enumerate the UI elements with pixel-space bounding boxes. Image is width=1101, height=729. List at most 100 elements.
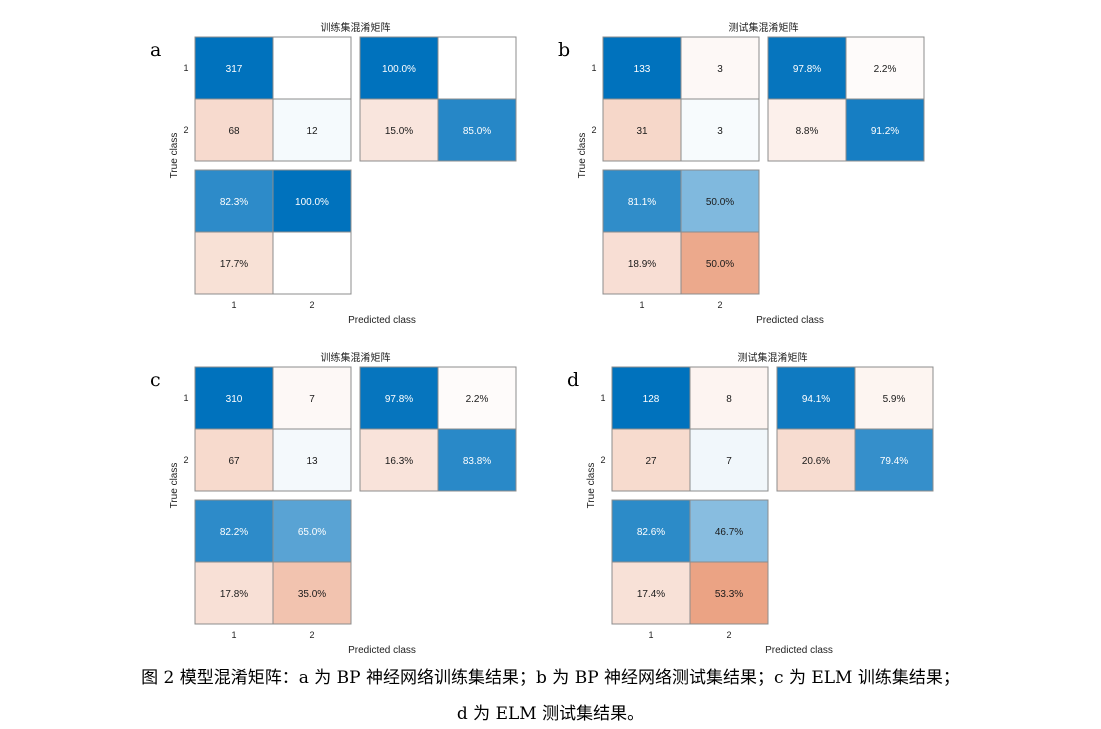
row-summary-r1c1-cell (767, 36, 847, 100)
x-tick-label: 2 (717, 300, 722, 310)
column-summary-r2c2-cell (689, 561, 769, 625)
row-summary-r1c2-cell (437, 366, 517, 430)
row-summary-r2c1-label: 15.0% (385, 126, 413, 137)
column-summary-r1c1-cell (602, 169, 682, 233)
matrix-r1c1-cell (194, 36, 274, 100)
column-summary-r2c2-cell (272, 561, 352, 625)
matrix-r2c2-label: 13 (306, 456, 318, 467)
row-summary-r1c1-cell (776, 366, 856, 430)
row-summary-r1c2-cell (845, 36, 925, 100)
column-summary-r1c2-label: 50.0% (706, 197, 734, 208)
matrix-r1c1-label: 133 (634, 64, 651, 75)
column-summary-r1c2-cell (689, 499, 769, 563)
matrix-r2c2-cell (272, 428, 352, 492)
column-summary-r2c1-label: 18.9% (628, 259, 656, 270)
figure-caption-line-2: d 为 ELM 测试集结果。 (456, 704, 645, 724)
confusion-matrix-panel-b: b 测试集混淆矩阵 133 3 31 3 97.8% 2.2% 8.8% 91.2% 81.1% 50… (558, 21, 925, 326)
x-tick-label: 2 (726, 630, 731, 640)
row-summary-r2c1-label: 20.6% (802, 456, 830, 467)
row-summary-r1c1-label: 97.8% (793, 64, 821, 75)
x-tick-label: 1 (231, 300, 236, 310)
column-summary-r1c2-cell (272, 169, 352, 233)
matrix-r2c2-label: 12 (306, 126, 318, 137)
matrix-r2c2-cell (689, 428, 769, 492)
matrix-r1c2-cell (272, 36, 352, 100)
matrix-r1c1-cell (602, 36, 682, 100)
row-summary-r1c2-cell (437, 36, 517, 100)
column-summary-r2c2-label: 53.3% (715, 589, 743, 600)
chart-title: 测试集混淆矩阵 (729, 21, 799, 34)
x-tick-label: 1 (648, 630, 653, 640)
column-summary-r2c1-cell (602, 231, 682, 295)
matrix-r1c1-label: 128 (643, 394, 660, 405)
panel-label: b (558, 39, 570, 61)
column-summary-r2c2-label: 35.0% (298, 589, 326, 600)
row-summary-r1c1-label: 94.1% (802, 394, 830, 405)
column-summary-r2c1-label: 17.7% (220, 259, 248, 270)
x-axis-label: Predicted class (348, 645, 416, 656)
y-tick-label: 1 (591, 63, 596, 73)
column-summary-r2c2-label: 50.0% (706, 259, 734, 270)
matrix-r2c2-label: 7 (726, 456, 732, 467)
row-summary-r2c1-cell (359, 98, 439, 162)
confusion-matrix-panel-d: d 测试集混淆矩阵 128 8 27 7 94.1% 5.9% 20.6% 79.4% 82.6% 4… (567, 351, 934, 656)
row-summary-r1c1-label: 100.0% (382, 64, 416, 75)
matrix-r2c1-label: 27 (645, 456, 657, 467)
panel-label: c (150, 369, 161, 391)
column-summary-r2c1-cell (194, 231, 274, 295)
matrix-r1c2-label: 8 (726, 394, 732, 405)
row-summary-r1c2-cell (854, 366, 934, 430)
y-tick-label: 2 (183, 455, 188, 465)
column-summary-r2c2-cell (272, 231, 352, 295)
matrix-r2c1-label: 68 (228, 126, 240, 137)
column-summary-r1c1-label: 82.6% (637, 527, 665, 538)
row-summary-r2c1-label: 8.8% (796, 126, 819, 137)
y-tick-label: 1 (183, 393, 188, 403)
x-tick-label: 2 (309, 300, 314, 310)
matrix-r2c2-label: 3 (717, 126, 723, 137)
column-summary-r1c1-label: 82.3% (220, 197, 248, 208)
row-summary-r2c2-label: 91.2% (871, 126, 899, 137)
column-summary-r1c2-label: 65.0% (298, 527, 326, 538)
row-summary-r2c2-cell (437, 98, 517, 162)
matrix-r1c1-label: 310 (226, 394, 243, 405)
matrix-r2c1-label: 31 (636, 126, 648, 137)
row-summary-r2c1-cell (767, 98, 847, 162)
matrix-r2c1-cell (194, 98, 274, 162)
matrix-r1c2-label: 3 (717, 64, 723, 75)
row-summary-r1c2-label: 2.2% (466, 394, 489, 405)
row-summary-r2c1-cell (776, 428, 856, 492)
matrix-r1c2-cell (272, 366, 352, 430)
matrix-r1c2-label: 7 (309, 394, 315, 405)
row-summary-r2c2-cell (437, 428, 517, 492)
row-summary-r2c2-label: 85.0% (463, 126, 491, 137)
matrix-r2c2-cell (680, 98, 760, 162)
matrix-r1c2-cell (680, 36, 760, 100)
column-summary-r1c2-cell (680, 169, 760, 233)
row-summary-r2c2-label: 79.4% (880, 456, 908, 467)
row-summary-r2c2-cell (845, 98, 925, 162)
row-summary-r2c2-label: 83.8% (463, 456, 491, 467)
y-tick-label: 1 (600, 393, 605, 403)
panel-label: d (567, 369, 579, 391)
y-axis-label: True class (586, 463, 597, 509)
figure-caption-line-1: 图 2 模型混淆矩阵：a 为 BP 神经网络训练集结果；b 为 BP 神经网络测… (141, 668, 960, 688)
matrix-r2c1-cell (602, 98, 682, 162)
x-tick-label: 1 (639, 300, 644, 310)
column-summary-r1c1-label: 82.2% (220, 527, 248, 538)
y-tick-label: 1 (183, 63, 188, 73)
row-summary-r1c2-label: 5.9% (883, 394, 906, 405)
matrix-r2c1-cell (611, 428, 691, 492)
column-summary-r1c1-cell (611, 499, 691, 563)
column-summary-r1c2-label: 100.0% (295, 197, 329, 208)
column-summary-r2c1-label: 17.4% (637, 589, 665, 600)
matrix-r1c2-cell (689, 366, 769, 430)
column-summary-r1c2-label: 46.7% (715, 527, 743, 538)
row-summary-r2c1-label: 16.3% (385, 456, 413, 467)
row-summary-r2c2-cell (854, 428, 934, 492)
y-axis-label: True class (169, 463, 180, 509)
y-axis-label: True class (169, 133, 180, 179)
confusion-matrix-panel-c: c 训练集混淆矩阵 310 7 67 13 97.8% 2.2% 16.3% 83.8% 82.2%… (150, 351, 517, 656)
